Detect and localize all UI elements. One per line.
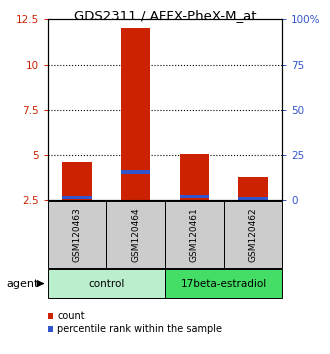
Text: GDS2311 / AFFX-PheX-M_at: GDS2311 / AFFX-PheX-M_at <box>74 9 256 22</box>
Text: count: count <box>57 311 85 321</box>
Bar <box>121 170 150 174</box>
Text: GSM120461: GSM120461 <box>190 207 199 262</box>
Bar <box>121 28 150 200</box>
Bar <box>238 196 268 200</box>
Text: control: control <box>88 279 125 289</box>
Text: GSM120462: GSM120462 <box>248 207 257 262</box>
Text: GSM120463: GSM120463 <box>73 207 82 262</box>
Text: 17beta-estradiol: 17beta-estradiol <box>181 279 267 289</box>
Bar <box>180 154 209 200</box>
Text: percentile rank within the sample: percentile rank within the sample <box>57 324 222 334</box>
Bar <box>180 195 209 198</box>
Bar <box>62 196 92 199</box>
Bar <box>62 162 92 200</box>
Text: agent: agent <box>6 279 38 289</box>
Text: GSM120464: GSM120464 <box>131 207 140 262</box>
Bar <box>238 177 268 200</box>
